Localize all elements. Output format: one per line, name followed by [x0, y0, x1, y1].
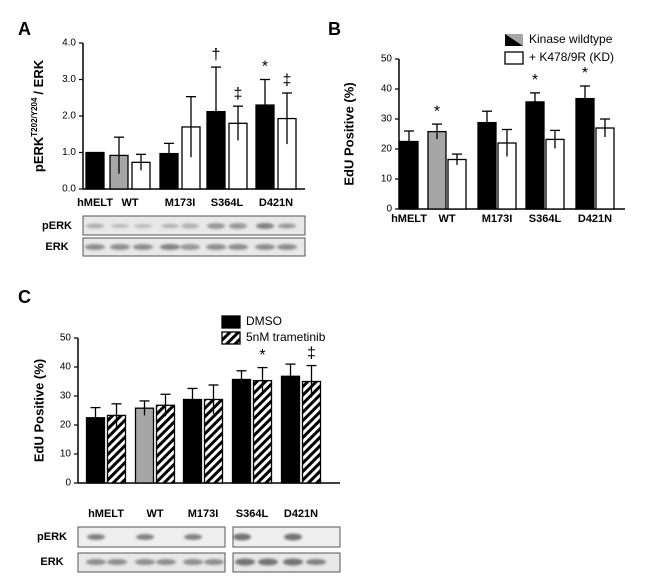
- legend-swatch: [504, 51, 524, 65]
- x-tick-label: D421N: [578, 213, 612, 225]
- x-tick-label: hMELT: [77, 197, 113, 209]
- panel-label: C: [18, 287, 31, 307]
- bar: [231, 378, 252, 484]
- y-tick-label: 40: [381, 84, 393, 95]
- annotation: *: [532, 72, 538, 89]
- bar: [427, 130, 447, 210]
- legend-swatch: [505, 34, 523, 46]
- bar: [252, 379, 273, 484]
- x-tick-label: WT: [121, 197, 138, 209]
- y-tick-label: 0: [65, 478, 71, 489]
- x-tick-label: hMELT: [391, 213, 427, 225]
- y-tick-label: 30: [381, 114, 393, 125]
- x-tick-label: D421N: [284, 508, 318, 520]
- y-tick-label: 50: [60, 333, 72, 344]
- x-tick-label: S364L: [529, 213, 562, 225]
- x-tick-label: WT: [438, 213, 455, 225]
- blot-label: ERK: [40, 556, 63, 568]
- x-tick-label: M173I: [165, 197, 196, 209]
- bar: [477, 121, 497, 210]
- bar: [134, 407, 155, 484]
- blot-label: ERK: [45, 241, 68, 253]
- legend-label: DMSO: [246, 314, 282, 328]
- y-tick-label: 2.0: [62, 111, 76, 122]
- blot-label: pERK: [37, 531, 67, 543]
- legend-swatch: [221, 331, 241, 345]
- blot-a: [82, 215, 306, 257]
- annotation: †: [212, 46, 221, 63]
- bar: [545, 138, 565, 210]
- panel-label: B: [328, 19, 341, 39]
- bar: [280, 375, 301, 484]
- bar: [155, 404, 176, 484]
- y-tick-label: 0: [386, 204, 392, 215]
- x-tick-label: hMELT: [88, 508, 124, 520]
- y-tick-label: 1.0: [62, 147, 76, 158]
- bar: [575, 97, 595, 210]
- y-tick-label: 20: [60, 420, 72, 431]
- x-tick-label: WT: [146, 508, 163, 520]
- y-label-suffix: / ERK: [31, 59, 46, 94]
- x-tick-label: M173I: [188, 508, 219, 520]
- y-axis-label: EdU Positive (%): [31, 359, 46, 462]
- annotation: *: [262, 59, 268, 76]
- y-label-sup: T202/Y204: [30, 97, 39, 137]
- y-tick-label: 0.0: [62, 184, 76, 195]
- y-tick-label: 10: [381, 174, 393, 185]
- annotation: ‡: [234, 85, 243, 102]
- bar: [595, 127, 615, 210]
- x-tick-label: S364L: [211, 197, 244, 209]
- bar: [447, 158, 467, 210]
- x-tick-label: D421N: [259, 197, 293, 209]
- annotation: *: [582, 65, 588, 82]
- x-tick-label: S364L: [236, 508, 269, 520]
- annotation: *: [434, 103, 440, 120]
- legend-swatch: [221, 315, 241, 329]
- y-tick-label: 10: [60, 449, 72, 460]
- bar: [525, 101, 545, 210]
- annotation: ‡: [307, 345, 316, 362]
- y-tick-label: 30: [60, 391, 72, 402]
- legend-label: + K478/9R (KD): [529, 50, 614, 64]
- y-tick-label: 3.0: [62, 74, 76, 85]
- y-tick-label: 4.0: [62, 38, 76, 49]
- blot-label: pERK: [42, 220, 72, 232]
- y-axis-label: pERKT202/Y204 / ERK: [30, 59, 46, 172]
- bar: [85, 151, 105, 190]
- y-label-main: pERK: [31, 136, 46, 172]
- annotation: *: [259, 347, 265, 364]
- y-tick-label: 20: [381, 144, 393, 155]
- legend-label: Kinase wildtype: [529, 32, 613, 46]
- panel-label: A: [18, 19, 31, 39]
- legend-label: 5nM trametinib: [246, 330, 326, 344]
- y-axis-label: EdU Positive (%): [341, 82, 356, 185]
- blot-c: [77, 526, 341, 573]
- x-tick-label: M173I: [482, 213, 513, 225]
- y-tick-label: 40: [60, 362, 72, 373]
- y-tick-label: 50: [381, 54, 393, 65]
- annotation: ‡: [283, 72, 292, 89]
- bar: [182, 398, 203, 484]
